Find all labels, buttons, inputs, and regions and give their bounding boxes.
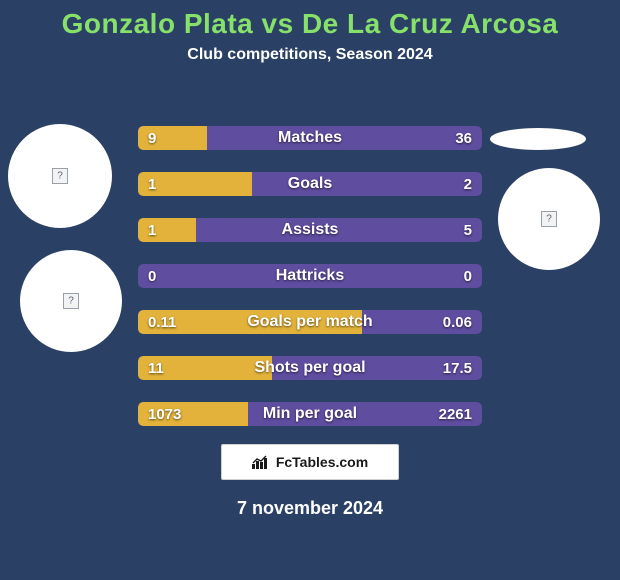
image-placeholder-icon [63,293,79,309]
stat-value-left: 1 [148,172,156,196]
date-text: 7 november 2024 [237,498,383,518]
title-text: Gonzalo Plata vs De La Cruz Arcosa [62,8,559,39]
chart-icon [252,455,270,469]
comparison-subtitle: Club competitions, Season 2024 [0,46,620,64]
image-placeholder-icon [541,211,557,227]
stat-value-left: 0.11 [148,310,176,334]
stat-bar-fill [138,218,196,242]
stat-value-left: 1 [148,218,156,242]
player-photo-right-ellipse [490,128,586,150]
image-placeholder-icon [52,168,68,184]
stat-bars: 936Matches12Goals15Assists00Hattricks0.1… [138,126,482,448]
stat-bar-bg [138,264,482,288]
stat-bar-row: 12Goals [138,172,482,196]
stat-value-left: 1073 [148,402,181,426]
stat-value-right: 2261 [439,402,472,426]
player-photo-right-1 [498,168,600,270]
stat-value-left: 0 [148,264,156,288]
stat-bar-row: 0.110.06Goals per match [138,310,482,334]
comparison-date: 7 november 2024 [0,498,620,519]
stat-value-right: 0.06 [443,310,472,334]
stat-value-left: 11 [148,356,164,380]
stat-value-left: 9 [148,126,156,150]
stat-bar-row: 1117.5Shots per goal [138,356,482,380]
player-photo-left-1 [8,124,112,228]
stat-value-right: 36 [455,126,472,150]
stat-bar-row: 10732261Min per goal [138,402,482,426]
player-photo-left-2 [20,250,122,352]
stat-value-right: 17.5 [443,356,472,380]
stat-bar-row: 00Hattricks [138,264,482,288]
stat-value-right: 5 [464,218,472,242]
stat-bar-row: 936Matches [138,126,482,150]
stat-bar-row: 15Assists [138,218,482,242]
stat-value-right: 2 [464,172,472,196]
stat-value-right: 0 [464,264,472,288]
source-badge-text: FcTables.com [276,454,368,470]
comparison-title: Gonzalo Plata vs De La Cruz Arcosa [0,0,620,40]
source-badge: FcTables.com [221,444,399,480]
subtitle-text: Club competitions, Season 2024 [187,46,432,63]
